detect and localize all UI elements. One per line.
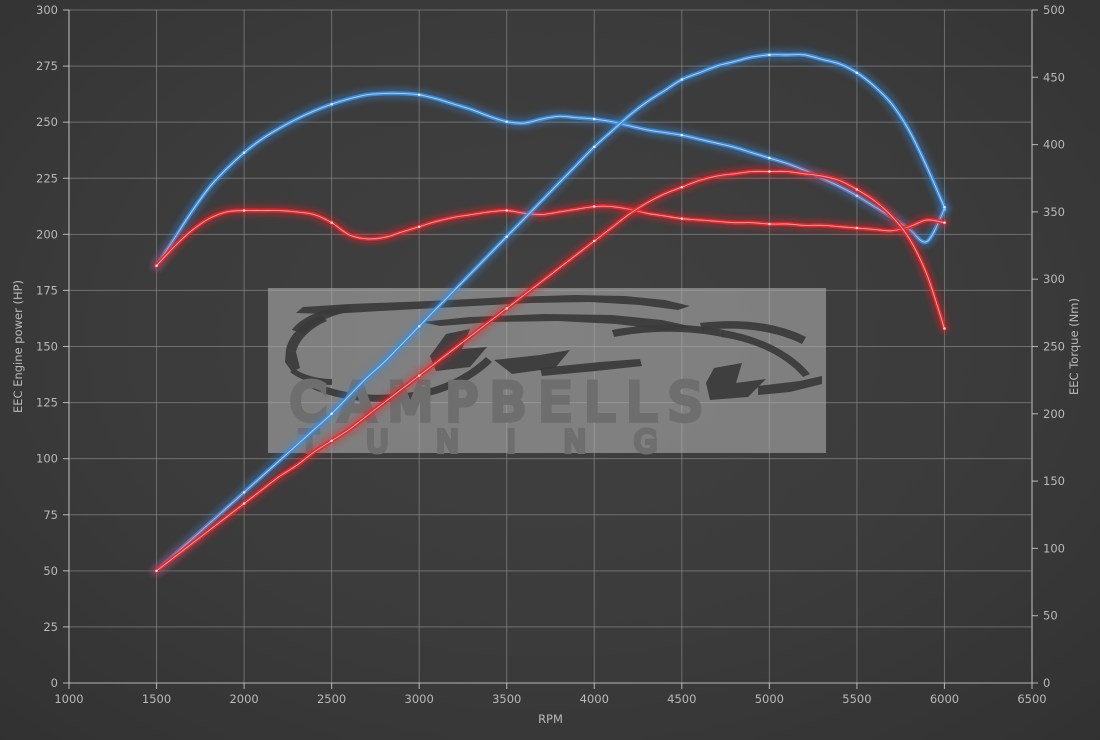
series-layer — [152, 50, 949, 576]
tick-label-right: 100 — [1043, 541, 1065, 555]
series-1 — [152, 201, 949, 271]
tick-label-right: 50 — [1043, 609, 1058, 623]
data-point — [855, 194, 859, 197]
axis-title-right: EEC Torque (Nm) — [1067, 298, 1081, 395]
tick-label-right: 250 — [1043, 340, 1065, 354]
data-point — [155, 569, 158, 573]
data-point — [505, 120, 508, 123]
data-point — [680, 78, 684, 81]
tick-label-left: 225 — [36, 171, 58, 185]
axes-layer — [63, 9, 1038, 689]
data-point — [768, 53, 771, 57]
data-point — [242, 209, 246, 212]
curve-highlight — [156, 205, 945, 267]
data-point — [943, 221, 946, 224]
tick-label-left: 175 — [36, 283, 58, 297]
data-point — [768, 170, 771, 173]
tick-label-left: 125 — [36, 396, 58, 410]
tick-label-right: 500 — [1043, 3, 1065, 17]
data-point — [593, 205, 596, 208]
tick-label-right: 350 — [1043, 205, 1065, 219]
data-point — [242, 151, 246, 154]
data-point — [417, 225, 421, 228]
data-point — [943, 206, 946, 209]
curve-line — [154, 204, 947, 268]
axis-title-left: EEC Engine power (HP) — [11, 280, 25, 413]
tick-label-right: 150 — [1043, 474, 1065, 488]
tick-label-x: 2500 — [317, 692, 346, 706]
data-point — [855, 226, 859, 230]
data-point — [505, 209, 508, 212]
watermark-logo: CAMPBELLS TUNING — [268, 288, 826, 462]
tick-label-left: 0 — [51, 676, 58, 690]
axis-labels-layer: 0255075100125150175200225250275300050100… — [11, 3, 1081, 726]
series-3 — [152, 166, 949, 576]
tick-label-x: 1000 — [54, 692, 83, 706]
data-point — [417, 374, 421, 377]
tick-label-x: 3000 — [405, 692, 434, 706]
data-point — [330, 221, 333, 224]
axis-title-x: RPM — [538, 712, 563, 726]
tick-label-x: 5500 — [842, 692, 871, 706]
watermark-brand-line2: TUNING — [299, 425, 705, 460]
data-point — [417, 93, 421, 97]
tick-label-x: 3500 — [492, 692, 521, 706]
data-point — [855, 71, 859, 75]
data-point — [505, 307, 508, 310]
tick-label-left: 300 — [36, 3, 58, 17]
data-point — [768, 156, 771, 160]
data-point — [330, 439, 333, 442]
tick-label-left: 275 — [36, 59, 58, 73]
data-point — [505, 235, 508, 238]
tick-label-right: 0 — [1043, 676, 1050, 690]
tick-label-left: 25 — [43, 620, 58, 634]
data-point — [943, 327, 946, 330]
tick-label-left: 250 — [36, 115, 58, 129]
tick-label-left: 50 — [43, 564, 58, 578]
data-point — [242, 491, 246, 494]
curve-highlight — [156, 54, 945, 572]
data-point — [680, 185, 684, 189]
data-point — [330, 412, 333, 416]
curve-highlight — [156, 170, 945, 572]
data-point — [417, 325, 421, 328]
tick-label-x: 6000 — [930, 692, 959, 706]
tick-label-x: 2000 — [229, 692, 258, 706]
data-point — [680, 217, 684, 220]
tick-label-left: 100 — [36, 452, 58, 466]
tick-label-left: 200 — [36, 227, 58, 241]
tick-label-right: 200 — [1043, 407, 1065, 421]
data-point — [680, 133, 684, 137]
tick-label-left: 75 — [43, 508, 58, 522]
tick-label-x: 1500 — [142, 692, 171, 706]
data-point — [593, 145, 596, 149]
tick-label-x: 5000 — [755, 692, 784, 706]
tick-label-left: 150 — [36, 340, 58, 354]
tick-label-x: 4500 — [667, 692, 696, 706]
data-point — [855, 188, 859, 191]
data-point — [593, 239, 596, 243]
data-point — [330, 102, 333, 106]
series-2 — [152, 50, 949, 576]
data-point — [155, 264, 158, 267]
data-point — [593, 117, 596, 121]
tick-label-x: 6500 — [1017, 692, 1046, 706]
tick-label-right: 400 — [1043, 138, 1065, 152]
tick-label-x: 4000 — [580, 692, 609, 706]
data-point — [768, 222, 771, 226]
tick-label-right: 300 — [1043, 272, 1065, 286]
tick-label-right: 450 — [1043, 70, 1065, 84]
data-point — [242, 502, 246, 505]
